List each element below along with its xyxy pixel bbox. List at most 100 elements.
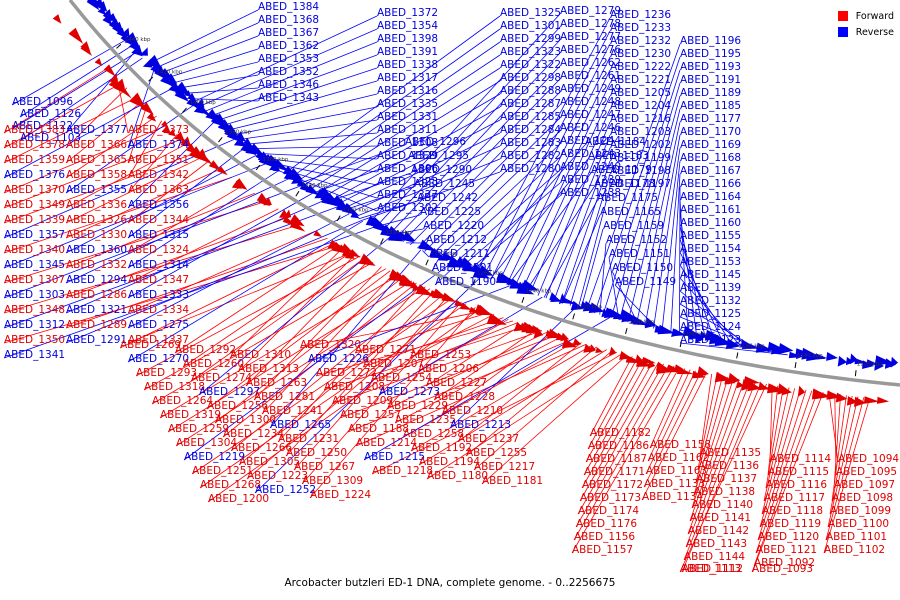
label-leader	[277, 284, 422, 443]
label-leader	[65, 155, 205, 224]
label-leader	[679, 225, 707, 341]
gene-labels: ABED_1384ABED_1368ABED_1367ABED_1362ABED…	[4, 1, 899, 575]
forward-swatch-icon	[837, 11, 848, 21]
gene-label: ABED_1372	[377, 7, 438, 19]
reverse-gene	[168, 82, 179, 93]
reverse-gene	[884, 358, 896, 369]
reverse-gene	[741, 342, 760, 349]
label-leader	[679, 277, 742, 348]
gene-label: ABED_1292	[175, 344, 236, 356]
scale-tick	[854, 370, 857, 377]
gene-label: ABED_1220	[423, 220, 484, 232]
label-leader	[388, 52, 561, 235]
gene-label: ABED_1172	[582, 479, 643, 491]
forward-gene	[441, 292, 457, 302]
label-leader	[298, 144, 406, 185]
gene-label: ABED_1288	[500, 85, 561, 97]
scale-tick	[425, 259, 429, 266]
label-leader	[245, 260, 370, 387]
reverse-gene	[849, 353, 858, 365]
gene-label: ABED_1276	[560, 44, 621, 56]
gene-label: ABED_1384	[258, 1, 319, 13]
label-leader	[127, 122, 214, 209]
label-leader	[679, 383, 767, 573]
label-leader	[757, 389, 807, 541]
gene-label: ABED_1285	[500, 111, 561, 123]
label-leader	[223, 93, 378, 132]
label-leader	[127, 230, 316, 314]
gene-label: ABED_1157	[572, 544, 633, 556]
forward-gene	[415, 284, 434, 296]
reverse-gene	[478, 265, 494, 276]
label-leader	[581, 361, 654, 489]
gene-label: ABED_1322	[500, 59, 561, 71]
label-leader	[755, 390, 813, 554]
label-leader	[127, 120, 163, 179]
label-leader	[148, 9, 259, 65]
gene-label: ABED_1303	[4, 289, 65, 301]
gene-label: ABED_1137	[696, 473, 757, 485]
label-leader	[649, 368, 686, 449]
gene-label: ABED_1144	[684, 551, 745, 563]
label-leader	[201, 41, 378, 114]
gene-label: ABED_1328	[377, 176, 438, 188]
label-leader	[308, 67, 501, 191]
label-leader	[765, 386, 784, 489]
gene-label: ABED_1376	[4, 169, 65, 181]
scale-tick-label: 1220 kbp	[576, 305, 602, 311]
gene-label: ABED_1358	[66, 169, 127, 181]
gene-label: ABED_1223	[247, 470, 308, 482]
gene-label: ABED_1295	[408, 150, 469, 162]
gene-label: ABED_1126	[20, 108, 81, 120]
label-leader	[490, 158, 589, 279]
gene-label: ABED_1200	[208, 493, 269, 505]
reverse-gene	[86, 0, 100, 11]
forward-gene	[161, 125, 172, 135]
gene-label: ABED_1352	[258, 66, 319, 78]
label-leader	[261, 272, 395, 415]
label-leader	[339, 334, 557, 419]
label-leader	[3, 162, 268, 269]
forward-gene	[476, 305, 492, 316]
label-leader	[693, 376, 729, 496]
reverse-gene	[288, 167, 303, 180]
label-leader	[237, 253, 357, 373]
label-leader	[514, 82, 611, 288]
label-leader	[679, 316, 770, 353]
label-leader	[753, 391, 818, 567]
gene-label: ABED_1257	[340, 409, 401, 421]
gene-label: ABED_1330	[66, 229, 127, 241]
scale-tick-label: 1160 kbp	[739, 344, 765, 350]
label-leader	[3, 244, 341, 344]
label-leader	[151, 268, 387, 405]
gene-label: ABED_1160	[680, 217, 741, 229]
label-leader	[561, 214, 601, 304]
label-leader	[573, 365, 675, 541]
gene-label: ABED_1165	[600, 206, 661, 218]
label-leader	[829, 395, 853, 515]
gene-label: ABED_1259	[168, 423, 229, 435]
gene-label: ABED_1351	[128, 154, 189, 166]
label-leader	[769, 384, 773, 463]
reverse-gene	[588, 302, 605, 313]
label-leader	[395, 65, 561, 239]
gene-label: ABED_1321	[66, 304, 127, 316]
gene-label: ABED_1236	[610, 9, 671, 21]
gene-label: ABED_1348	[4, 304, 65, 316]
gene-label: ABED_1304	[176, 437, 237, 449]
label-leader	[119, 242, 336, 349]
gene-label: ABED_1344	[128, 214, 189, 226]
label-leader	[358, 200, 418, 220]
label-leader	[3, 226, 375, 359]
gene-label: ABED_1166	[680, 178, 741, 190]
label-leader	[348, 145, 501, 214]
gene-label: ABED_1232	[610, 35, 671, 47]
gene-label: ABED_1136	[698, 460, 759, 472]
gene-label: ABED_1124	[680, 321, 741, 333]
scale-tick-label: 1400 kbp	[190, 100, 216, 106]
gene-label: ABED_1241	[262, 405, 323, 417]
gene-label: ABED_1113	[680, 563, 741, 575]
forward-gene	[797, 385, 806, 397]
label-leader	[299, 310, 485, 349]
gene-label: ABED_1268	[200, 479, 261, 491]
